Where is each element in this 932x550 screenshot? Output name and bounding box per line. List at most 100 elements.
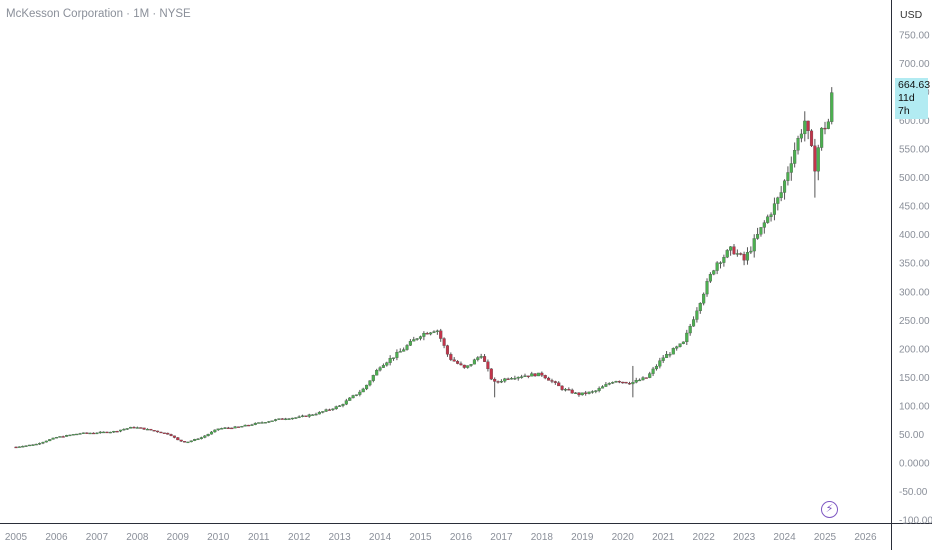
candle-up: [71, 434, 75, 436]
candle-up: [34, 443, 38, 446]
y-tick-label: 100.00: [899, 401, 930, 412]
x-tick-label: 2019: [571, 532, 594, 543]
candle-up: [530, 373, 534, 377]
candle-up: [260, 422, 264, 424]
lightning-icon[interactable]: ⚡: [821, 501, 838, 518]
candle-down: [304, 415, 308, 417]
x-tick-label: 2026: [854, 532, 877, 543]
candle-down: [553, 381, 557, 383]
candle-down: [567, 389, 571, 391]
candle-up: [762, 222, 766, 228]
candle-up: [708, 274, 712, 282]
candle-down: [739, 253, 743, 255]
candle-up: [641, 377, 645, 381]
candle-up: [233, 426, 237, 429]
candle-down: [486, 361, 490, 370]
candle-down: [550, 380, 554, 382]
candle-up: [587, 391, 591, 394]
candle-down: [85, 432, 89, 434]
candle-up: [712, 270, 716, 275]
candle-up: [216, 428, 220, 431]
candle-up: [41, 441, 45, 444]
candle-up: [820, 127, 824, 148]
candle-up: [472, 359, 476, 365]
candle-up: [776, 197, 780, 204]
candle-up: [681, 341, 685, 344]
candle-up: [415, 338, 419, 340]
candle-down: [547, 377, 551, 381]
candle-up: [125, 428, 129, 430]
candle-up: [250, 424, 254, 426]
candle-up: [786, 172, 790, 181]
x-tick-label: 2022: [693, 532, 716, 543]
candle-up: [98, 431, 102, 434]
candle-down: [456, 361, 460, 364]
y-tick-label: 0.0000: [899, 458, 930, 469]
candle-up: [513, 378, 517, 380]
x-tick-label: 2020: [612, 532, 635, 543]
candle-up: [678, 343, 682, 347]
candle-up: [388, 358, 392, 363]
candle-down: [621, 381, 625, 384]
candle-up: [469, 364, 473, 366]
x-tick-label: 2011: [248, 532, 270, 543]
candle-up: [88, 432, 92, 435]
x-tick-label: 2009: [167, 532, 190, 543]
x-tick-label: 2006: [45, 532, 68, 543]
candle-down: [543, 375, 547, 379]
x-tick-label: 2012: [288, 532, 311, 543]
y-tick-label: 750.00: [899, 31, 930, 42]
candle-down: [172, 435, 176, 438]
candle-down: [742, 254, 746, 261]
candle-up: [536, 372, 541, 377]
candle-down: [809, 130, 814, 146]
y-tick-label: 700.00: [899, 59, 930, 70]
candle-down: [449, 354, 453, 360]
candle-up: [658, 360, 662, 367]
candle-up: [668, 354, 672, 356]
candle-down: [142, 427, 146, 430]
candle-up: [263, 422, 267, 424]
y-tick-label: 150.00: [899, 373, 930, 384]
candle-up: [300, 415, 305, 417]
candle-up: [590, 391, 594, 393]
candle-up: [371, 375, 375, 381]
currency-label[interactable]: USD: [900, 9, 923, 21]
candle-down: [526, 375, 530, 377]
candle-up: [398, 351, 402, 353]
candle-up: [294, 417, 298, 419]
candle-up: [21, 446, 25, 448]
candle-up: [432, 331, 436, 333]
x-tick-label: 2010: [207, 532, 230, 543]
candle-up: [735, 253, 739, 255]
candle-down: [732, 246, 736, 255]
candle-up: [661, 357, 665, 361]
candle-down: [132, 426, 136, 429]
candle-up: [338, 405, 342, 407]
candle-down: [496, 381, 500, 383]
candle-up: [81, 432, 85, 434]
last-price-value: 664.63: [898, 79, 931, 91]
candle-up: [729, 246, 733, 251]
x-tick-label: 2015: [409, 532, 432, 543]
candle-down: [624, 381, 628, 384]
candle-up: [509, 378, 514, 380]
candle-up: [361, 388, 365, 393]
candle-up: [209, 431, 214, 435]
candle-down: [182, 441, 187, 443]
candle-up: [95, 432, 99, 435]
candle-up: [24, 445, 28, 447]
candle-up: [108, 431, 112, 434]
candle-up: [307, 414, 311, 417]
x-tick-label: 2013: [328, 532, 351, 543]
candle-up: [193, 439, 197, 441]
candle-up: [48, 439, 52, 442]
candle-up: [220, 428, 224, 430]
candle-up: [685, 332, 689, 343]
candle-up: [756, 234, 760, 239]
candle-down: [557, 382, 561, 387]
candle-up: [51, 437, 55, 440]
candle-down: [179, 439, 183, 442]
candle-down: [577, 392, 581, 396]
